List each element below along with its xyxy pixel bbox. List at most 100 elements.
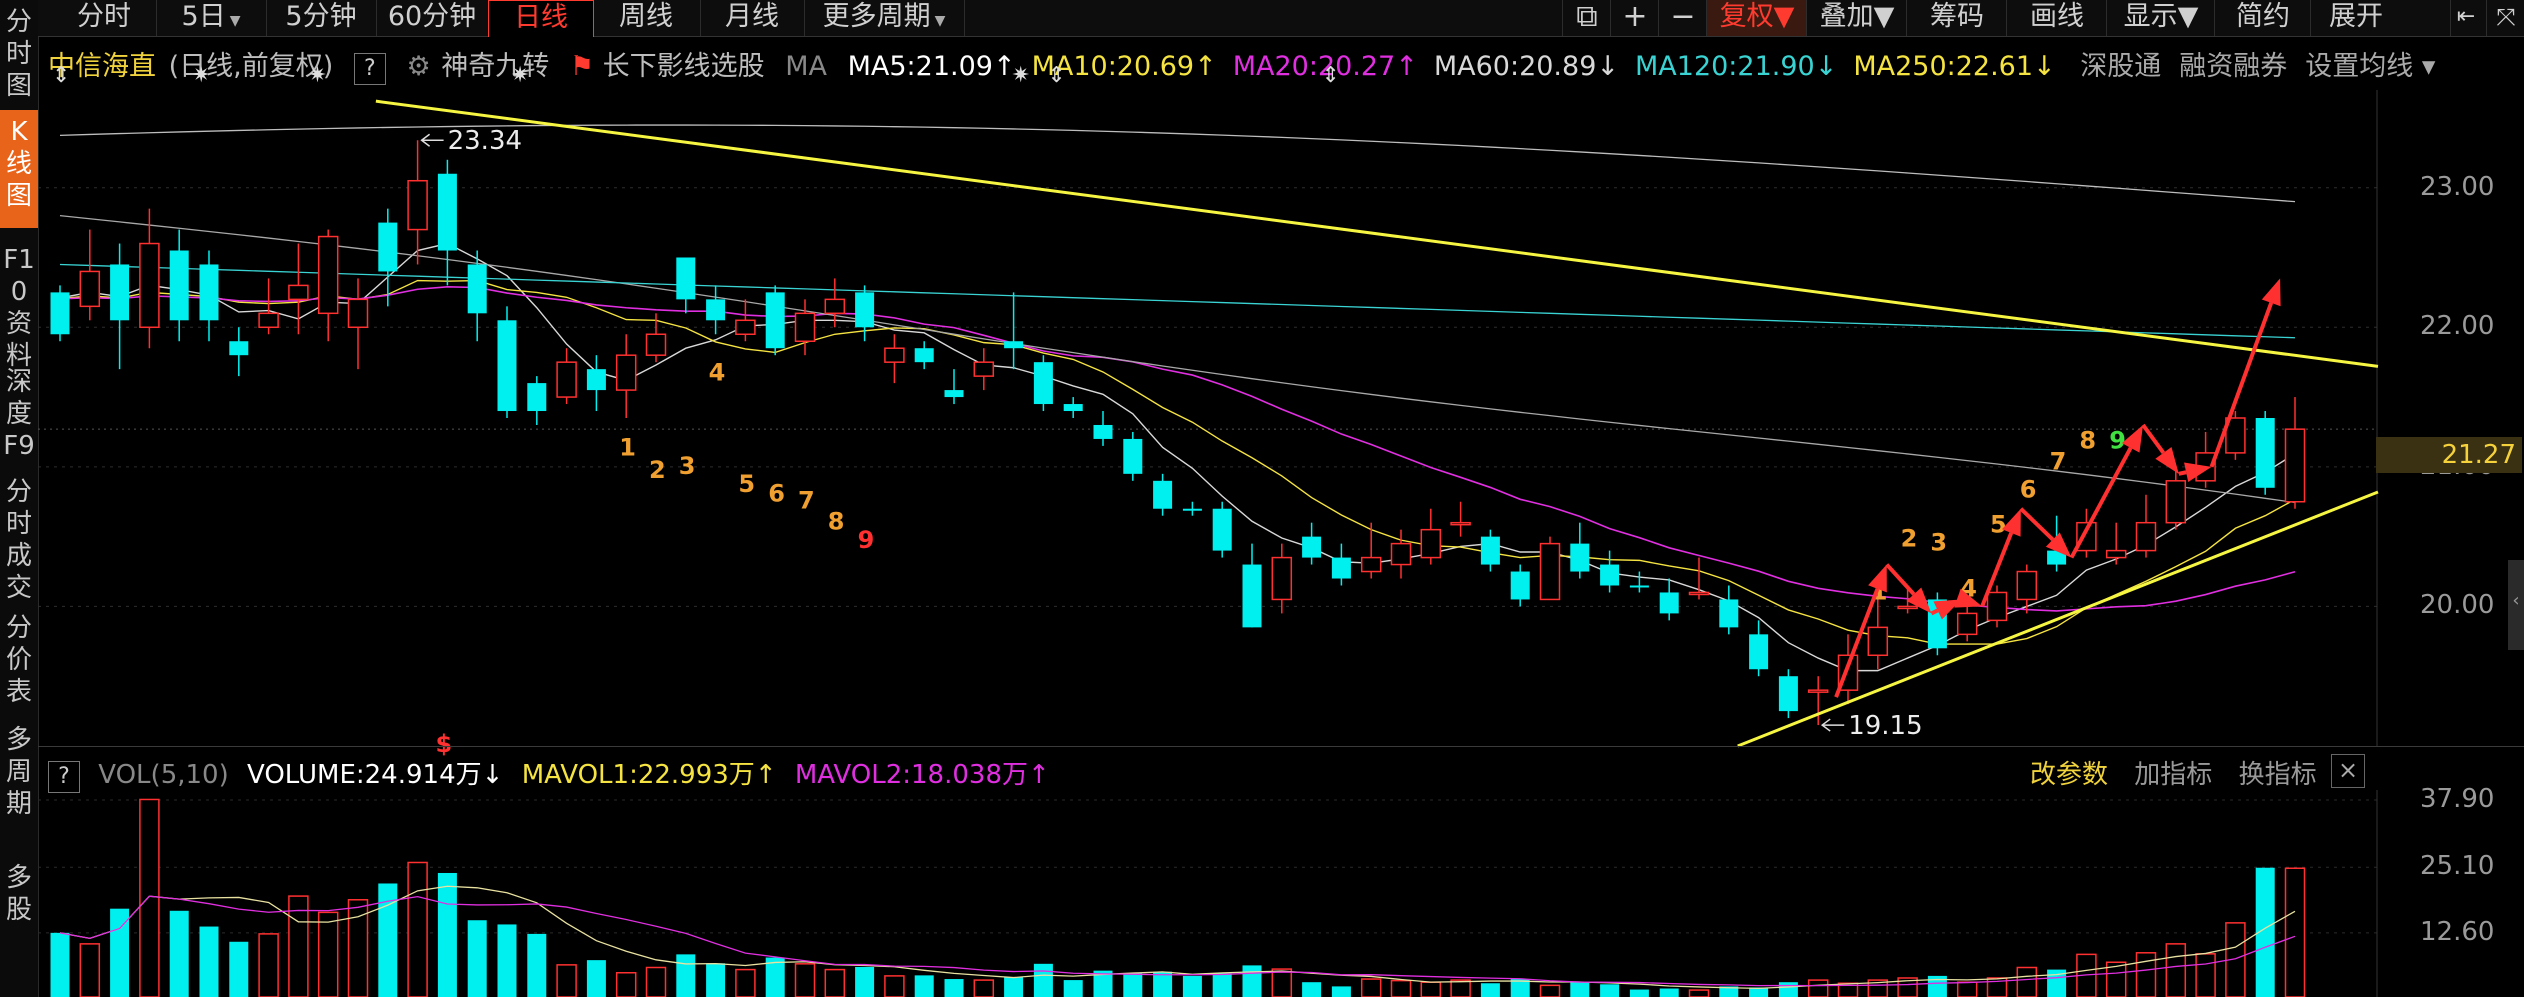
volume-bar-down — [1927, 975, 1947, 997]
period-tab-label: 日线 — [514, 2, 568, 33]
candle-up — [347, 298, 369, 329]
nav-item-4[interactable]: 分时成交 — [5, 477, 32, 603]
candle-down — [437, 173, 457, 251]
candle-down — [169, 250, 189, 321]
zigzag-arrow-9-shaft — [2209, 302, 2274, 468]
zoom-out-icon[interactable]: − — [1658, 0, 1707, 36]
header-link-2[interactable]: 设置均线 ▾ — [2305, 51, 2436, 82]
swap-indicator-button[interactable]: 换指标 — [2238, 760, 2317, 790]
toolbar-btn-label: 画线 — [2030, 1, 2084, 32]
candle-up — [79, 270, 101, 308]
support-trendline — [1737, 490, 2379, 748]
nav-item-1[interactable]: K线图 — [0, 110, 38, 228]
ma-values: MA5:21.09↑ MA10:20.69↑ MA20:20.27↑ MA60:20.… — [848, 51, 2072, 82]
toolbar-btn-5[interactable]: 简约 — [2214, 0, 2311, 36]
volume-bar-down — [1004, 977, 1024, 997]
toolbar-btn-0[interactable]: 复权▼ — [1706, 0, 1807, 36]
volume-bar-up — [139, 798, 160, 997]
volume-bar-down — [944, 979, 964, 997]
volume-bar-up — [615, 971, 637, 997]
fullscreen-icon[interactable]: ⤧ — [2486, 0, 2524, 36]
volume-help-button[interactable]: ? — [48, 761, 80, 793]
volume-bar-down — [1063, 980, 1083, 997]
window-icon[interactable]: ⧉ — [1562, 0, 1611, 36]
period-tab-4[interactable]: 日线 — [488, 0, 594, 37]
volume-bar-up — [1688, 989, 1710, 997]
td-count-first: 5 — [738, 470, 755, 498]
toolbar-btn-3[interactable]: 画线 — [2006, 0, 2107, 36]
volume-bar-up — [2135, 952, 2157, 997]
candle-up — [1688, 591, 1710, 596]
candle-down — [1749, 634, 1769, 670]
collapse-arrows-icon[interactable]: ⇤ — [2450, 0, 2481, 36]
event-marker-icon: ⇕ — [1047, 63, 1065, 88]
period-tab-label: 月线 — [725, 1, 779, 32]
nav-item-5[interactable]: 分价表 — [5, 613, 32, 707]
candle-up — [2165, 480, 2187, 524]
low-price-label: 19.15 — [1848, 711, 1922, 741]
volume-bar-up — [735, 968, 756, 997]
candle-down — [378, 222, 398, 272]
candle-down — [676, 257, 696, 300]
volume-bar-down — [1331, 986, 1351, 997]
indicator-shenqi[interactable]: 神奇九转 — [441, 51, 550, 82]
period-tab-1[interactable]: 5日 ▼ — [156, 0, 267, 36]
period-tab-2[interactable]: 5分钟 — [266, 0, 377, 36]
volume-bar-up — [556, 964, 577, 997]
event-marker-icon: ✷ — [1012, 63, 1030, 88]
volume-bar-down — [586, 960, 606, 997]
zigzag-arrow-6-head — [2121, 424, 2144, 453]
volume-bar-down — [676, 954, 696, 997]
volume-bar-up — [1420, 981, 1442, 997]
zigzag-arrow-6-shaft — [2069, 446, 2133, 559]
toolbar-btn-2[interactable]: 筹码 — [1906, 0, 2007, 36]
change-params-button[interactable]: 改参数 — [2030, 760, 2109, 790]
nav-item-3[interactable]: 深度F9 — [3, 367, 35, 461]
period-tab-7[interactable]: 更多周期 ▼ — [804, 0, 965, 36]
candle-down — [527, 383, 547, 412]
nav-item-0[interactable]: 分时图 — [5, 7, 32, 101]
candle-down — [855, 292, 875, 328]
period-tab-label: 5日 — [181, 1, 226, 32]
chevron-down-icon: ▼ — [1873, 1, 1895, 32]
side-collapse-handle[interactable]: ‹ — [2508, 560, 2524, 650]
gear-icon[interactable]: ⚙ — [406, 51, 431, 82]
period-tab-3[interactable]: 60分钟 — [376, 0, 489, 36]
volume-bar-up — [1390, 979, 1412, 997]
ma5-line — [59, 242, 2296, 672]
candle-down — [2255, 418, 2275, 488]
candle-up — [1897, 605, 1918, 610]
candle-up — [556, 361, 577, 398]
volume-bar-down — [1182, 975, 1202, 997]
toolbar-btn-4[interactable]: 显示▼ — [2106, 0, 2215, 36]
help-button[interactable]: ? — [353, 53, 386, 85]
header-link-0[interactable]: 深股通 — [2080, 51, 2162, 82]
toolbar-btn-6[interactable]: 展开 — [2310, 0, 2401, 36]
nav-item-6[interactable]: 多周期 — [5, 725, 32, 819]
nav-item-2[interactable]: F10资料 — [3, 245, 35, 371]
add-indicator-button[interactable]: 加指标 — [2134, 760, 2213, 790]
close-icon[interactable]: × — [2331, 754, 2365, 788]
toolbar-btn-1[interactable]: 叠加▼ — [1806, 0, 1907, 36]
high-price-label: 23.34 — [448, 126, 522, 156]
candle-down — [765, 292, 785, 349]
period-tab-6[interactable]: 月线 — [700, 0, 805, 36]
volume-title: VOL(5,10) — [98, 760, 229, 790]
zoom-in-icon[interactable]: + — [1610, 0, 1659, 36]
period-tab-0[interactable]: 分时 — [52, 0, 157, 36]
zigzag-arrow-1-head — [1906, 587, 1932, 614]
chevron-left-icon: ‹ — [2512, 590, 2520, 611]
volume-bar-up — [347, 899, 369, 997]
candle-down — [1063, 404, 1083, 412]
candle-down — [1570, 543, 1590, 572]
header-link-1[interactable]: 融资融券 — [2179, 51, 2288, 82]
candle-down — [50, 292, 70, 335]
indicator-changxia[interactable]: 长下影线选股 — [602, 51, 765, 82]
volume-bar-down — [437, 872, 457, 997]
period-tab-5[interactable]: 周线 — [592, 0, 701, 36]
volume-bar-down — [1510, 979, 1530, 997]
toolbar-btn-label: 筹码 — [1930, 1, 1984, 32]
panel-divider — [38, 746, 2524, 747]
nav-item-7[interactable]: 多股 — [5, 863, 32, 925]
